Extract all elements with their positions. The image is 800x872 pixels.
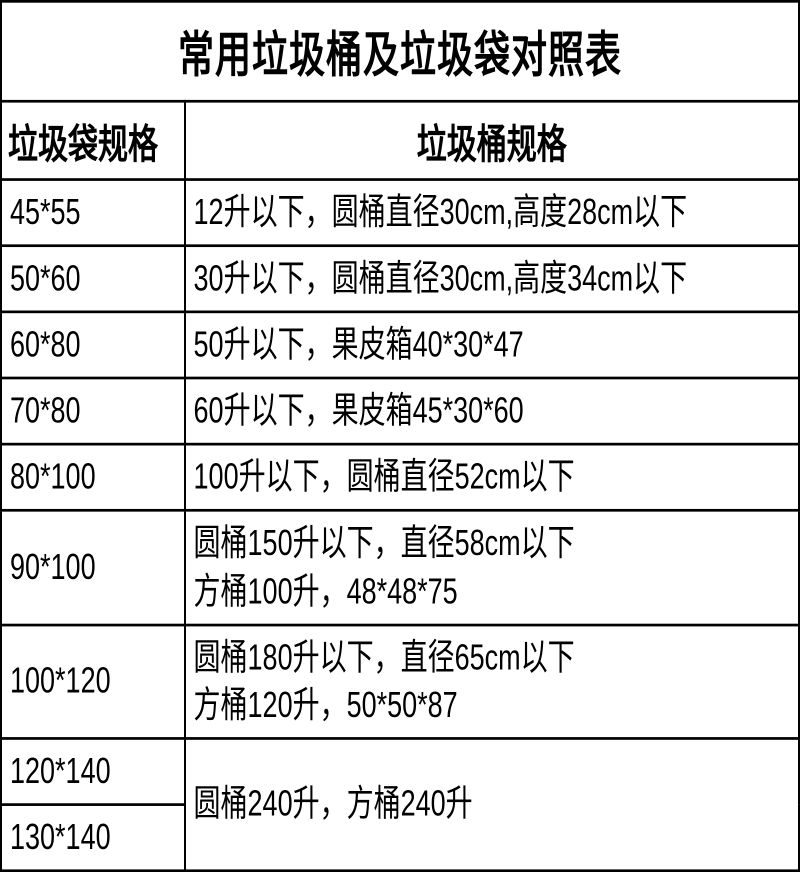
table-row: 120*140 圆桶240升，方桶240升 <box>1 738 799 804</box>
table-row: 100*120 圆桶180升以下，直径65cm以下 方桶120升，50*50*8… <box>1 625 799 739</box>
bag-spec-cell: 50*60 <box>1 246 185 312</box>
bag-spec-cell: 90*100 <box>1 511 185 625</box>
header-row: 垃圾袋规格 垃圾桶规格 <box>1 101 799 179</box>
table-container: 常用垃圾桶及垃圾袋对照表 垃圾袋规格 垃圾桶规格 45*55 12升以下，圆桶直… <box>0 0 800 872</box>
bin-spec-cell: 圆桶180升以下，直径65cm以下 方桶120升，50*50*87 <box>185 625 799 739</box>
bag-spec-cell: 45*55 <box>1 180 185 246</box>
table-row: 70*80 60升以下，果皮箱45*30*60 <box>1 378 799 444</box>
bin-spec-cell: 50升以下，果皮箱40*30*47 <box>185 312 799 378</box>
table-row: 45*55 12升以下，圆桶直径30cm,高度28cm以下 <box>1 180 799 246</box>
bin-spec-cell: 60升以下，果皮箱45*30*60 <box>185 378 799 444</box>
header-bin-spec: 垃圾桶规格 <box>185 101 799 179</box>
table-title: 常用垃圾桶及垃圾袋对照表 <box>1 1 799 101</box>
bag-spec-cell: 60*80 <box>1 312 185 378</box>
table-row: 90*100 圆桶150升以下，直径58cm以下 方桶100升，48*48*75 <box>1 511 799 625</box>
table-row: 80*100 100升以下，圆桶直径52cm以下 <box>1 445 799 511</box>
bin-spec-cell: 30升以下，圆桶直径30cm,高度34cm以下 <box>185 246 799 312</box>
bin-spec-cell: 100升以下，圆桶直径52cm以下 <box>185 445 799 511</box>
bag-spec-cell: 80*100 <box>1 445 185 511</box>
bag-spec-cell: 120*140 <box>1 738 185 804</box>
bin-spec-cell-merged: 圆桶240升，方桶240升 <box>185 738 799 871</box>
comparison-table: 常用垃圾桶及垃圾袋对照表 垃圾袋规格 垃圾桶规格 45*55 12升以下，圆桶直… <box>0 0 800 872</box>
bin-spec-cell: 12升以下，圆桶直径30cm,高度28cm以下 <box>185 180 799 246</box>
header-bag-spec: 垃圾袋规格 <box>1 101 185 179</box>
bag-spec-cell: 130*140 <box>1 805 185 871</box>
table-row: 50*60 30升以下，圆桶直径30cm,高度34cm以下 <box>1 246 799 312</box>
bag-spec-cell: 100*120 <box>1 625 185 739</box>
bag-spec-cell: 70*80 <box>1 378 185 444</box>
bin-spec-cell: 圆桶150升以下，直径58cm以下 方桶100升，48*48*75 <box>185 511 799 625</box>
table-row: 60*80 50升以下，果皮箱40*30*47 <box>1 312 799 378</box>
title-row: 常用垃圾桶及垃圾袋对照表 <box>1 1 799 101</box>
